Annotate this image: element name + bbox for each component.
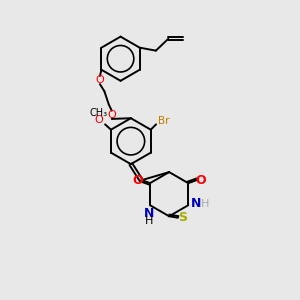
Text: O: O — [96, 75, 104, 85]
Text: H: H — [201, 199, 209, 209]
Text: N: N — [191, 197, 202, 210]
Text: S: S — [178, 211, 187, 224]
Text: CH₃: CH₃ — [89, 108, 108, 118]
Text: O: O — [195, 174, 206, 187]
Text: H: H — [145, 215, 154, 226]
Text: O: O — [132, 174, 143, 187]
Text: O: O — [107, 110, 116, 120]
Text: O: O — [94, 115, 103, 125]
Text: Br: Br — [158, 116, 170, 126]
Text: N: N — [144, 207, 154, 220]
